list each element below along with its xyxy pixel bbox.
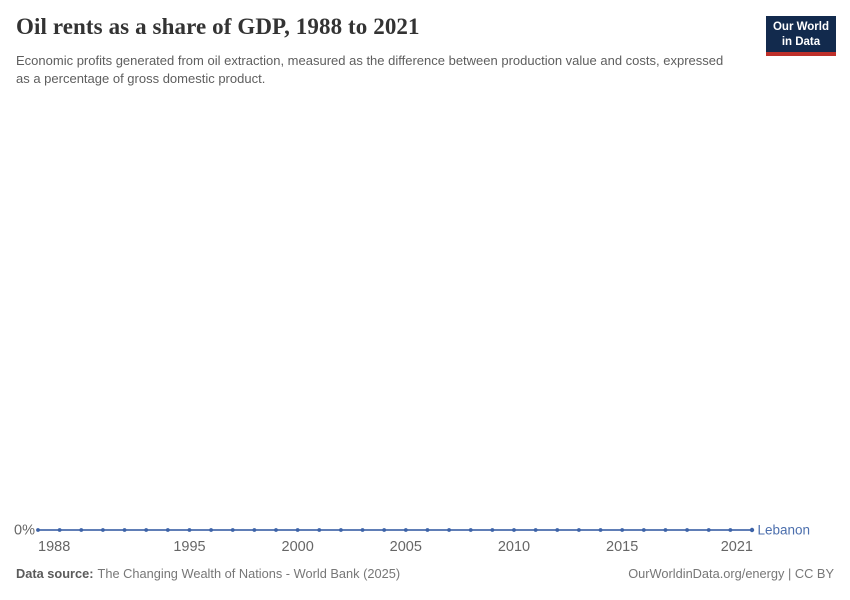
data-point[interactable] — [533, 528, 538, 532]
data-point[interactable] — [79, 528, 84, 532]
data-point[interactable] — [57, 528, 62, 532]
data-point[interactable] — [598, 528, 603, 532]
data-point[interactable] — [728, 528, 733, 532]
x-tick-label: 2005 — [390, 539, 422, 555]
data-point[interactable] — [209, 528, 213, 532]
data-point[interactable] — [252, 528, 257, 532]
data-point[interactable] — [685, 528, 689, 532]
data-point[interactable] — [144, 528, 149, 532]
x-tick-label: 1988 — [38, 539, 70, 555]
data-point[interactable] — [641, 528, 646, 532]
data-point[interactable] — [425, 528, 430, 532]
data-point[interactable] — [187, 528, 192, 532]
data-point[interactable] — [555, 528, 560, 532]
data-point[interactable] — [749, 527, 755, 533]
x-tick-label: 1995 — [173, 539, 205, 555]
footer-credit[interactable]: OurWorldinData.org/energy | CC BY — [628, 566, 834, 581]
data-source-text: The Changing Wealth of Nations - World B… — [97, 566, 401, 581]
x-tick-label: 2021 — [721, 539, 753, 555]
data-point[interactable] — [230, 528, 235, 532]
logo-line-1: Our World — [772, 21, 829, 33]
data-point[interactable] — [295, 528, 300, 532]
data-point[interactable] — [403, 528, 408, 532]
x-tick-label: 2000 — [282, 539, 314, 555]
line-chart-canvas: 0%1988 1995 2000 2005 2010 2015 2021 Lebanon — [14, 523, 811, 556]
data-point[interactable] — [360, 528, 365, 532]
data-point[interactable] — [447, 528, 451, 532]
data-point[interactable] — [382, 528, 387, 532]
data-point[interactable] — [317, 528, 322, 532]
data-point[interactable] — [339, 528, 343, 532]
y-tick-label: 0% — [14, 523, 35, 539]
data-point[interactable] — [165, 528, 170, 532]
chart-title: Oil rents as a share of GDP, 1988 to 202… — [16, 14, 420, 39]
chart-subtitle: Economic profits generated from oil extr… — [16, 53, 724, 87]
logo-line-2: in Data — [781, 35, 821, 48]
data-point[interactable] — [490, 528, 495, 532]
data-point[interactable] — [577, 528, 581, 532]
data-point[interactable] — [101, 528, 105, 532]
data-source: Data source: The Changing Wealth of Natio… — [16, 566, 400, 581]
x-tick-label: 2010 — [498, 539, 530, 555]
line-chart: 0% 1988 1995 2000 2005 2010 2015 2021 Lebanon — [0, 90, 850, 560]
data-point[interactable] — [512, 528, 516, 532]
data-point[interactable] — [620, 528, 625, 532]
data-point[interactable] — [663, 528, 668, 532]
data-point[interactable] — [122, 528, 127, 532]
owid-logo[interactable]: Our World in Data — [765, 16, 836, 57]
chart-footer: Data source: The Changing Wealth of Natio… — [16, 566, 834, 581]
x-tick-label: 2015 — [606, 539, 638, 555]
data-source-label: Data source: — [16, 566, 94, 581]
data-point[interactable] — [36, 528, 40, 532]
data-point[interactable] — [468, 528, 473, 532]
data-point[interactable] — [706, 528, 711, 532]
data-point[interactable] — [274, 528, 278, 532]
entity-label-lebanon[interactable]: Lebanon — [758, 523, 811, 538]
